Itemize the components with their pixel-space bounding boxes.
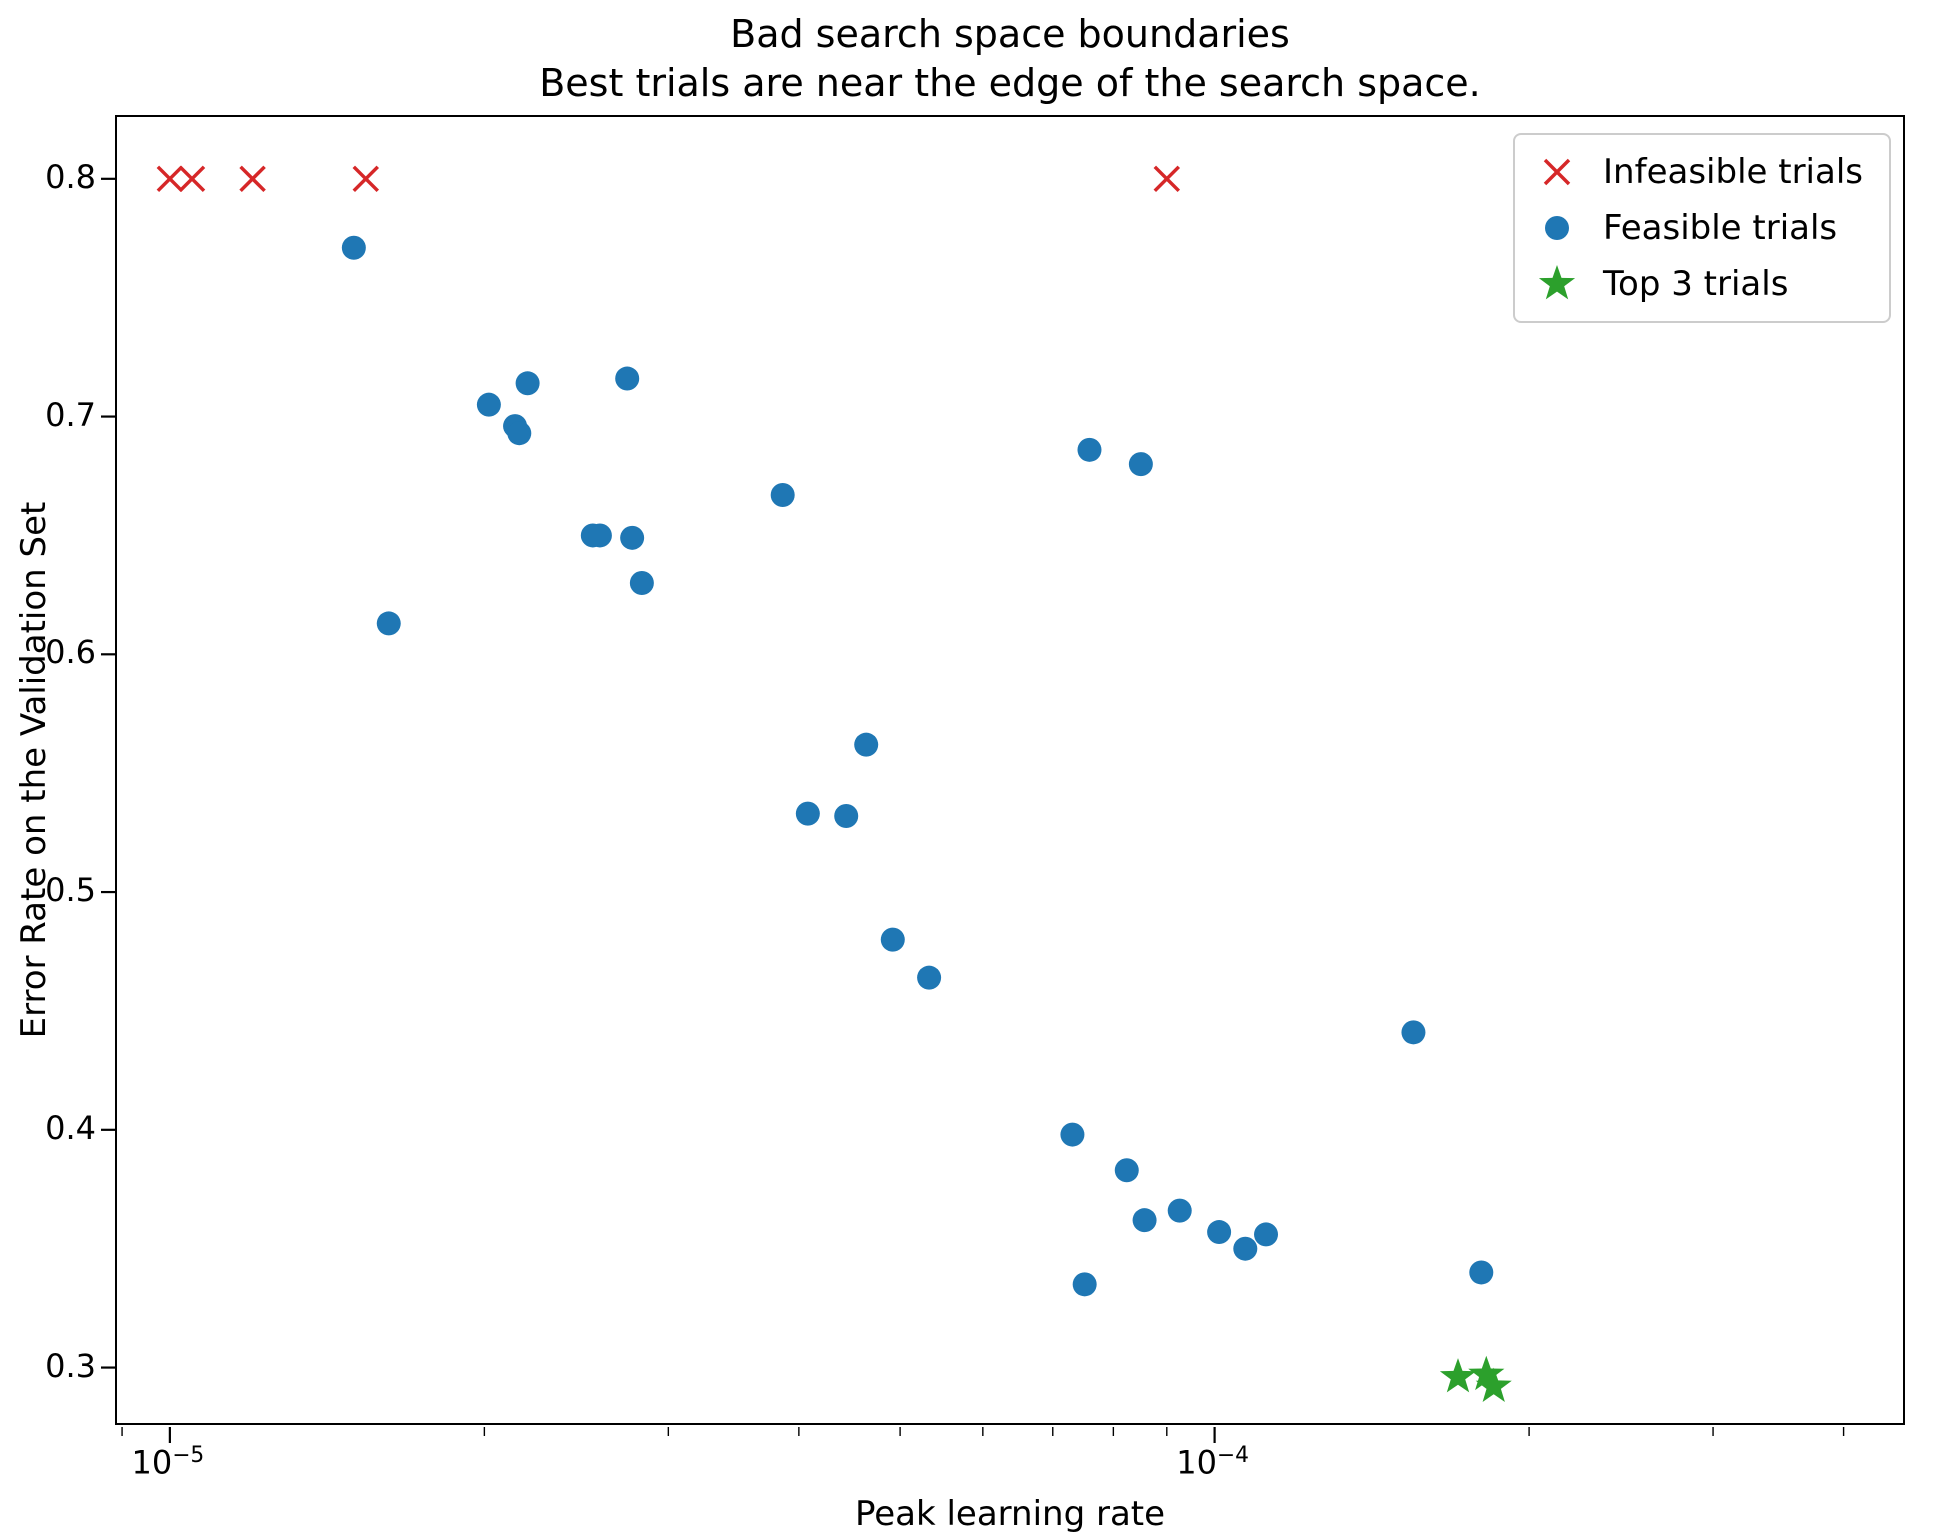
feasible-trial-point [376,611,401,636]
x-tick-label: 10−5 [131,1443,205,1482]
legend-item-top-3-trials: Top 3 trials [1525,257,1863,311]
legend-item-feasible-trials: Feasible trials [1525,201,1863,255]
infeasible-trial-point [1153,165,1181,193]
feasible-trial-point [1114,1158,1139,1183]
infeasible-trial-point [239,165,266,193]
feasible-trial-point [1060,1122,1085,1147]
infeasible-trial-point [352,165,380,193]
y-tick-label: 0.8 [45,157,96,196]
y-axis-label: Error Rate on the Validation Set [14,501,54,1039]
x-marker-icon [1543,158,1571,186]
chart-title-line1: Bad search space boundaries [730,12,1290,56]
y-tick-label: 0.3 [45,1346,96,1385]
chart-title: Bad search space boundaries Best trials … [115,10,1905,107]
top-trial-point [1468,1355,1505,1391]
feasible-trial-point [1233,1236,1258,1261]
scatter-plot-canvas [101,165,1845,1443]
feasible-trial-point [341,235,366,260]
legend-label-infeasible: Infeasible trials [1603,152,1863,192]
top-trial-point [1475,1367,1512,1402]
feasible-trial-point [1072,1272,1097,1297]
feasible-trial-point [1167,1198,1192,1223]
x-tick-label: 10−4 [1176,1443,1249,1482]
y-tick-label: 0.4 [45,1108,96,1147]
feasible-trial-point [476,392,501,417]
feasible-trial-point [880,927,905,952]
feasible-trial-point [1254,1222,1279,1247]
feasible-trial-point [1077,437,1102,462]
infeasible-trial-point [178,165,206,193]
feasible-trial-point [1401,1020,1426,1045]
feasible-trial-point [1207,1220,1232,1245]
legend: Infeasible trials Feasible trials Top 3 … [1513,133,1891,323]
feasible-trial-point [620,525,645,550]
feasible-trial-point [587,523,612,548]
legend-item-infeasible-trials: Infeasible trials [1525,145,1863,199]
feasible-trial-point [770,483,795,508]
infeasible-trial-point [156,165,184,193]
feasible-trial-point [507,421,532,446]
x-axis-label: Peak learning rate [854,1494,1166,1534]
feasible-trial-point [615,366,640,391]
feasible-trial-point [1132,1208,1157,1233]
feasible-trial-point [1128,452,1153,477]
y-tick-label: 0.6 [45,633,96,672]
x-legend-glyph [1543,158,1571,186]
circle-legend-glyph [1545,216,1570,240]
star-legend-glyph [1538,265,1576,300]
legend-label-top3: Top 3 trials [1603,264,1789,304]
feasible-trial-point [795,801,820,826]
legend-label-feasible: Feasible trials [1603,208,1838,248]
star-marker-icon [1538,265,1576,300]
y-tick-label: 0.7 [45,395,96,434]
y-tick-label: 0.5 [45,871,96,910]
feasible-trial-point [1469,1260,1494,1285]
top-trial-point [1439,1358,1477,1393]
plot-area: Infeasible trials Feasible trials Top 3 … [101,115,1905,1443]
feasible-trial-point [917,965,942,990]
feasible-trial-point [834,803,859,828]
feasible-trial-point [854,732,879,757]
feasible-trial-point [629,570,654,595]
feasible-trial-point [515,371,540,396]
circle-marker-icon [1545,216,1570,240]
chart-title-line2: Best trials are near the edge of the sea… [539,60,1481,105]
